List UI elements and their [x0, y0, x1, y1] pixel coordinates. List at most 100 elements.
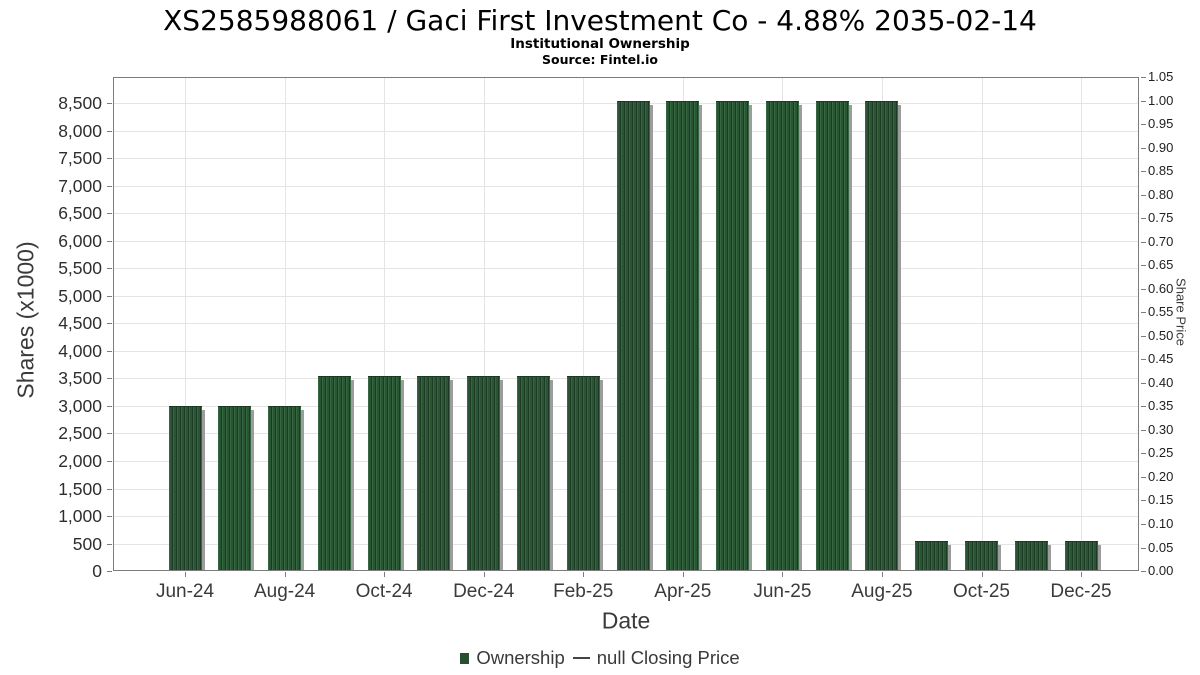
x-tick-label-Feb-25: Feb-25 — [553, 581, 614, 602]
bar-shadow — [201, 409, 205, 571]
y-left-tick-label: 7,500 — [58, 148, 102, 169]
ownership-bar-Jul-24[interactable] — [218, 405, 252, 571]
bar-shadow — [400, 379, 404, 571]
bar-shadow — [948, 544, 952, 571]
bar-shadow — [798, 104, 802, 571]
y-right-tick — [1141, 382, 1146, 384]
plot-area — [113, 77, 1139, 571]
y-right-tick — [1141, 194, 1146, 196]
chart-subtitle: Institutional Ownership — [510, 36, 690, 52]
y-right-tick — [1141, 77, 1146, 78]
x-tick — [981, 572, 983, 577]
y-left-tick — [107, 295, 112, 297]
y-right-tick-label: 0.85 — [1148, 163, 1174, 179]
ownership-bar-Oct-25[interactable] — [965, 540, 998, 571]
y-right-tick — [1141, 100, 1146, 102]
ownership-bar-Dec-25[interactable] — [1064, 540, 1098, 571]
x-axis-title: Date — [601, 607, 651, 634]
y-left-tick — [107, 323, 112, 325]
gridline-vertical — [583, 77, 585, 571]
y-right-tick — [1141, 429, 1146, 431]
x-tick — [483, 572, 485, 577]
y-left-tick — [107, 543, 112, 545]
ownership-bar-Nov-24[interactable] — [417, 375, 451, 571]
legend-item-closing-price[interactable]: null Closing Price — [572, 647, 740, 669]
x-tick-label-Oct-25: Oct-25 — [952, 581, 1011, 602]
bar-shadow — [749, 104, 753, 571]
y-left-tick-label: 2,500 — [58, 423, 102, 444]
y-right-tick — [1141, 453, 1146, 455]
y-right-tick — [1141, 288, 1146, 290]
y-left-tick — [107, 405, 112, 407]
y-right-tick-label: 0.20 — [1148, 468, 1174, 484]
x-tick-label-Aug-24: Aug-24 — [253, 581, 316, 602]
bar-shadow — [251, 409, 255, 571]
y-right-tick-label: 0.65 — [1148, 257, 1174, 273]
legend-item-ownership[interactable]: Ownership — [460, 647, 565, 669]
y-left-tick — [107, 240, 112, 242]
y-left-tick — [107, 103, 112, 105]
y-right-tick — [1141, 500, 1146, 502]
bar-shadow — [500, 379, 504, 571]
y-right-tick-label: 0.75 — [1148, 210, 1174, 226]
y-right-tick — [1141, 524, 1146, 525]
y-axis-left-title: Shares (x1000) — [12, 241, 39, 399]
ownership-bar-Jan-25[interactable] — [517, 375, 550, 571]
y-right-tick — [1141, 312, 1146, 314]
y-left-tick — [107, 433, 112, 435]
y-left-tick — [107, 571, 112, 572]
ownership-bar-Mar-25[interactable] — [616, 100, 650, 571]
bar-shadow — [848, 104, 852, 571]
y-right-tick — [1141, 335, 1146, 337]
y-right-tick — [1141, 218, 1146, 220]
bar-shadow — [649, 104, 653, 571]
y-right-tick — [1141, 571, 1146, 572]
y-right-tick-label: 0.70 — [1148, 233, 1174, 249]
y-left-tick — [107, 185, 112, 187]
y-left-tick-label: 1,000 — [58, 506, 102, 526]
ownership-bar-Jul-25[interactable] — [815, 100, 849, 571]
bar-shadow — [998, 544, 1001, 571]
bar-shadow — [450, 379, 454, 571]
bar-shadow — [301, 409, 305, 571]
y-right-tick-label: 0.30 — [1148, 421, 1174, 437]
ownership-bar-Oct-24[interactable] — [367, 375, 401, 571]
gridline-vertical — [185, 77, 186, 571]
y-left-tick-label: 7,000 — [58, 175, 102, 196]
closing-price-line-icon — [572, 657, 590, 659]
x-tick — [284, 572, 286, 577]
x-tick — [185, 572, 186, 577]
y-left-tick — [107, 516, 112, 517]
y-right-tick — [1141, 406, 1146, 408]
chart-title: XS2585988061 / Gaci First Investment Co … — [163, 4, 1037, 37]
ownership-bar-Aug-24[interactable] — [268, 405, 302, 571]
y-right-tick-label: 0.50 — [1148, 327, 1174, 343]
y-left-tick — [107, 158, 112, 160]
ownership-bar-Feb-25[interactable] — [566, 375, 600, 571]
ownership-bar-Aug-25[interactable] — [865, 100, 899, 571]
ownership-bar-Apr-25[interactable] — [666, 100, 700, 571]
x-tick-label-Jun-24: Jun-24 — [155, 581, 215, 602]
x-tick-label-Apr-25: Apr-25 — [654, 581, 712, 602]
y-left-tick-label: 2,000 — [58, 450, 102, 471]
ownership-bar-Sep-24[interactable] — [317, 375, 351, 571]
y-right-tick — [1141, 241, 1146, 243]
y-left-tick — [107, 130, 112, 132]
ownership-bar-Dec-24[interactable] — [467, 375, 501, 571]
ownership-bar-Nov-25[interactable] — [1014, 540, 1048, 571]
y-right-tick-label: 0.25 — [1148, 445, 1174, 461]
bar-shadow — [1047, 544, 1051, 571]
bar-shadow — [699, 104, 703, 571]
ownership-bar-Jun-24[interactable] — [168, 405, 202, 571]
y-right-tick — [1141, 265, 1146, 267]
y-left-tick-label: 0 — [92, 561, 102, 581]
ownership-bar-May-25[interactable] — [716, 100, 750, 571]
gridline-vertical — [1081, 77, 1082, 571]
y-left-tick-label: 3,000 — [58, 395, 102, 416]
ownership-bar-Jun-25[interactable] — [765, 100, 799, 571]
ownership-bar-Sep-25[interactable] — [915, 540, 949, 571]
y-right-tick-label: 0.05 — [1148, 539, 1174, 555]
y-left-tick — [107, 488, 112, 490]
y-right-tick-label: 0.10 — [1148, 516, 1174, 531]
y-right-tick-label: 0.95 — [1148, 116, 1174, 131]
